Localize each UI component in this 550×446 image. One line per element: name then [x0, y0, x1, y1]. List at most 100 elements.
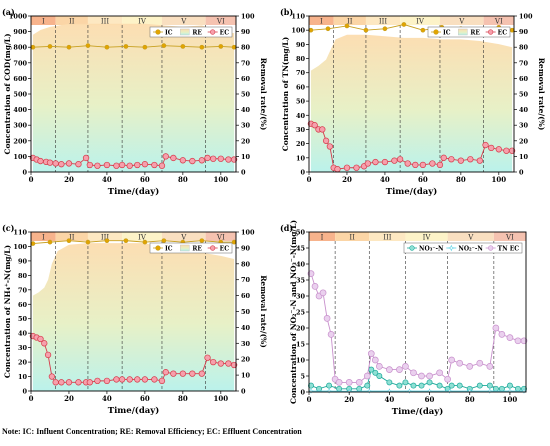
legend-marker — [409, 245, 415, 251]
panel-label: (b) — [280, 7, 293, 17]
x-tick-label: 100 — [214, 175, 229, 184]
legend-swatch — [458, 28, 468, 36]
phase-band — [122, 16, 162, 25]
phase-label: VI — [216, 18, 225, 26]
phase-label: III — [383, 234, 392, 242]
data-point — [386, 366, 393, 373]
y2-tick-label: 30 — [241, 122, 251, 130]
series-re-area — [32, 23, 235, 172]
x-tick-label: 20 — [64, 175, 74, 184]
x-tick-label: 100 — [503, 395, 518, 404]
data-point — [381, 158, 389, 166]
phase-band — [309, 16, 334, 25]
data-point — [520, 337, 528, 345]
data-point — [376, 373, 383, 379]
data-point — [41, 340, 48, 347]
y-axis-label: Concentration of COD(mg/L) — [3, 33, 12, 154]
y-axis-label: Concentration of TN(mg/L) — [281, 37, 290, 151]
legend-marker — [210, 245, 216, 251]
y2-tick-label: 100 — [519, 13, 533, 21]
data-point — [58, 161, 65, 168]
legend-swatch — [180, 244, 190, 252]
y2-tick-label: 20 — [241, 356, 251, 364]
data-point — [492, 324, 500, 332]
data-point — [364, 160, 371, 167]
data-point — [327, 331, 335, 338]
data-point — [126, 376, 133, 383]
phase-band — [55, 16, 88, 25]
x-tick-label: 40 — [380, 175, 390, 184]
data-point — [198, 370, 205, 377]
legend-marker — [155, 245, 161, 251]
data-point — [498, 331, 506, 338]
data-point — [440, 154, 447, 161]
phase-label: VI — [505, 234, 514, 242]
data-point — [404, 160, 411, 167]
x-axis-label: Time/(day) — [392, 406, 444, 417]
x-tick-label: 100 — [492, 175, 507, 184]
data-point — [426, 379, 433, 386]
data-point — [52, 160, 59, 167]
x-tick-label: 0 — [29, 175, 34, 184]
y-tick-label: 600 — [13, 75, 27, 83]
y2-tick-label: 50 — [519, 91, 529, 99]
data-point — [231, 239, 237, 245]
phase-label: V — [458, 18, 465, 26]
legend-marker — [488, 29, 494, 35]
y-tick-label: 40 — [296, 261, 306, 269]
legend-label: IC — [165, 246, 173, 253]
x-tick-label: 20 — [344, 395, 354, 404]
data-point — [375, 363, 383, 370]
data-point — [448, 382, 455, 389]
phase-band — [161, 232, 206, 241]
data-point — [486, 363, 494, 370]
data-point — [448, 356, 456, 364]
data-point — [508, 147, 516, 154]
y-tick-label: 35 — [296, 277, 306, 285]
y-tick-label: 5 — [300, 373, 305, 381]
data-point — [47, 239, 53, 245]
data-point — [503, 147, 510, 154]
data-point — [396, 156, 404, 163]
data-point — [123, 238, 129, 244]
data-point — [162, 369, 169, 376]
x-axis-label: Time/(day) — [386, 186, 438, 197]
phase-label: IV — [416, 18, 425, 26]
data-point — [448, 156, 455, 163]
data-point — [94, 162, 101, 169]
data-point — [514, 337, 522, 345]
phase-band — [87, 16, 123, 25]
y-tick-label: 110 — [291, 13, 305, 21]
phase-band — [161, 16, 206, 25]
y2-axis-label: Removal rate/(%) — [259, 58, 268, 131]
figure-note: Note: IC: Influent Concentration; RE: Re… — [2, 427, 302, 436]
data-point — [343, 164, 351, 171]
y-tick-label: 100 — [13, 153, 27, 161]
data-point — [75, 161, 82, 168]
y2-tick-label: 60 — [519, 75, 529, 83]
data-point — [355, 379, 363, 386]
y-tick-label: 70 — [18, 286, 28, 294]
y-tick-label: 30 — [296, 126, 306, 134]
y-tick-label: 20 — [18, 359, 28, 367]
data-point — [218, 44, 224, 49]
phase-label: IV — [138, 234, 147, 242]
legend-label: EC — [220, 246, 230, 253]
panel-label: (c) — [2, 223, 15, 233]
data-point — [521, 388, 527, 394]
y-tick-label: 0 — [22, 169, 27, 177]
data-point — [104, 238, 110, 244]
y-tick-label: 90 — [296, 41, 306, 49]
x-tick-label: 60 — [425, 395, 435, 404]
y2-tick-label: 10 — [241, 153, 251, 161]
y2-tick-label: 80 — [241, 44, 251, 52]
phase-band — [205, 16, 236, 25]
data-point — [322, 137, 330, 144]
data-point — [126, 162, 133, 169]
plot-frame — [308, 231, 527, 393]
data-point — [170, 154, 177, 162]
data-point — [230, 156, 238, 163]
data-point — [85, 239, 91, 245]
data-point — [336, 385, 343, 392]
y-tick-label: 80 — [18, 272, 28, 280]
